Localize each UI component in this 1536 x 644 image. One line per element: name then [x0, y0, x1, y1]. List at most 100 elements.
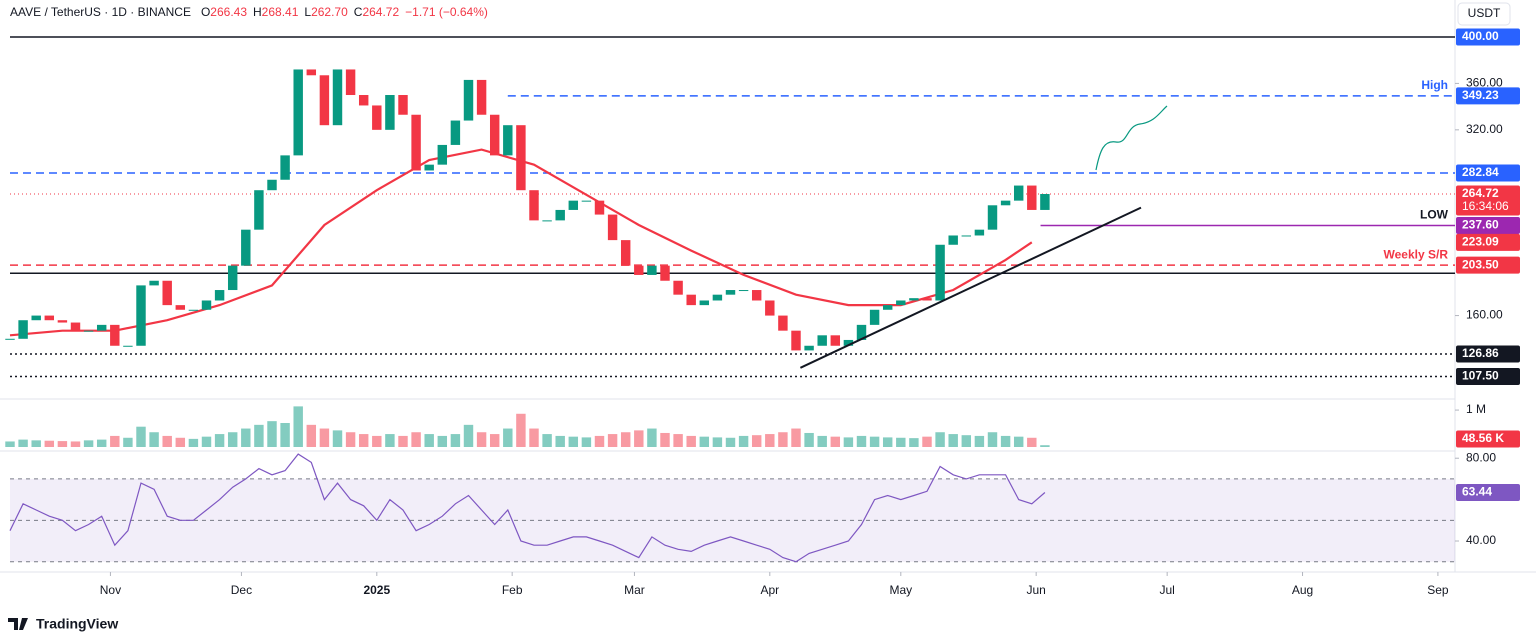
price-tag	[1456, 185, 1520, 216]
candle	[634, 265, 644, 275]
volume-bar	[882, 437, 893, 447]
volume-bar	[123, 437, 133, 447]
candle	[437, 144, 448, 165]
x-tick-label: Mar	[624, 583, 645, 597]
volume-bar	[162, 435, 172, 447]
volume-bar	[398, 435, 408, 447]
volume-bar	[647, 428, 657, 447]
candle	[398, 95, 408, 115]
price-tag-label: 264.72	[1462, 186, 1499, 200]
volume-bar	[489, 434, 500, 447]
currency-button[interactable]	[1457, 2, 1511, 26]
candle	[909, 298, 919, 301]
rsi-line	[9, 453, 1046, 563]
volume-bar	[227, 432, 238, 447]
volume-bar	[699, 436, 710, 447]
volume-bar	[280, 423, 290, 447]
candle	[267, 179, 277, 191]
candle	[856, 324, 867, 340]
volume-bar	[686, 435, 696, 447]
candle	[110, 324, 120, 346]
volume-bar	[607, 434, 618, 447]
x-tick-label: Jun	[1026, 583, 1045, 597]
candle	[922, 298, 932, 301]
x-tick-label: Dec	[231, 583, 252, 597]
x-tick-label: Apr	[760, 583, 779, 597]
trendline	[799, 206, 1142, 369]
y-tick-label: 80.00	[1466, 450, 1496, 464]
level-note: Weekly S/R	[1384, 247, 1449, 261]
ohlc-key: H	[253, 5, 262, 19]
x-tick-label: Aug	[1292, 583, 1313, 597]
price-tag	[1456, 164, 1520, 182]
symbol: AAVE / TetherUS · 1D · BINANCE	[10, 5, 191, 19]
change: −1.71 (−0.64%)	[405, 5, 488, 19]
candle	[843, 339, 854, 346]
price-tag-timer: 16:34:06	[1462, 199, 1509, 213]
x-tick-label: Jul	[1159, 583, 1174, 597]
candle	[974, 229, 985, 236]
volume-bar	[725, 437, 736, 447]
candle	[201, 300, 212, 310]
candle	[358, 95, 369, 106]
candle	[594, 200, 605, 215]
candle	[620, 240, 631, 266]
y-tick-label: 40.00	[1466, 533, 1496, 547]
candle	[830, 335, 841, 346]
candle	[673, 280, 683, 295]
volume-bar	[1027, 437, 1037, 447]
volume-bar	[791, 428, 801, 447]
candle	[778, 315, 788, 331]
candle	[948, 235, 958, 245]
volume-bar	[358, 434, 369, 447]
price-tag-label: 126.86	[1462, 346, 1499, 360]
volume-bar	[70, 441, 81, 447]
ohlc-value: 266.43	[210, 5, 247, 19]
candle	[214, 290, 225, 301]
price-tag	[1456, 28, 1520, 46]
candle	[555, 209, 565, 221]
volume-bar	[843, 437, 854, 447]
candle	[227, 265, 238, 291]
volume-bar	[817, 435, 827, 447]
candle	[57, 320, 68, 323]
x-tick-label: Nov	[100, 583, 121, 597]
candle	[516, 125, 526, 191]
candle	[1040, 194, 1050, 210]
candle	[1013, 185, 1024, 201]
candle	[581, 200, 592, 202]
volume-bar	[18, 439, 28, 447]
candle	[332, 69, 343, 126]
volume-bar	[751, 435, 762, 447]
volume-bar	[385, 434, 395, 447]
volume-bar	[516, 413, 526, 447]
candle	[738, 290, 749, 292]
volume-bar	[83, 440, 94, 447]
price-tag-label: 349.23	[1462, 88, 1499, 102]
volume-bar	[5, 441, 15, 447]
candle	[542, 220, 552, 222]
volume-bar	[463, 424, 474, 447]
candle	[699, 300, 710, 306]
price-tag-label: 282.84	[1462, 165, 1499, 179]
candle	[319, 75, 330, 126]
candle	[241, 229, 251, 266]
volume-bar	[660, 432, 670, 447]
candle	[345, 69, 356, 96]
volume-bar	[634, 430, 644, 447]
candle	[882, 305, 893, 310]
volume-bar	[450, 434, 461, 447]
candle	[5, 338, 15, 340]
volume-bar	[542, 434, 552, 447]
volume-bar	[581, 437, 592, 447]
volume-bar	[974, 435, 985, 447]
ohlc-value: 264.72	[362, 5, 399, 19]
volume-bar	[555, 435, 565, 447]
price-tag-label: 400.00	[1462, 29, 1499, 43]
candle	[280, 155, 290, 180]
candle	[463, 79, 474, 121]
price-tag-label: 223.09	[1462, 235, 1499, 249]
